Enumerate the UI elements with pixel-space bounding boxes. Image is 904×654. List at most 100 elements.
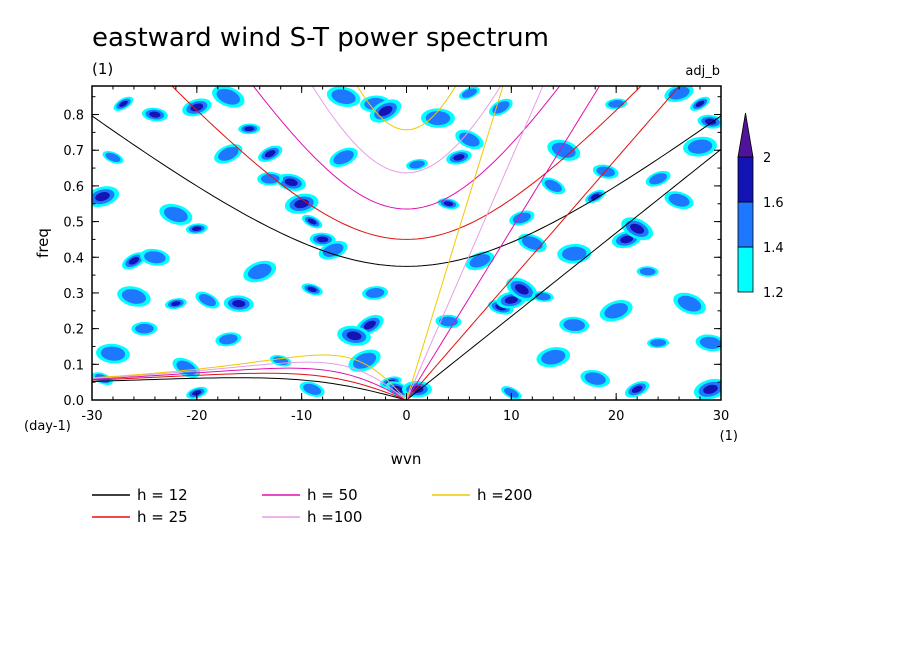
contour-blob [214,144,243,164]
contour-level-3 [363,320,376,330]
contour-level-2 [699,336,721,349]
contour-blob [690,96,710,111]
contour-level-2 [668,193,690,207]
x-tick-label: -20 [186,409,207,424]
contour-level-3 [378,105,393,117]
contour-level-2 [492,101,510,114]
contour-level-3 [695,100,705,107]
contour-level-3 [316,236,329,243]
contour-level-3 [232,300,246,308]
contour-level-2 [331,89,356,105]
gravity-curve [311,86,502,174]
contour-blob [673,292,706,315]
contour-blob [369,99,402,123]
x-tick-label: 10 [503,409,520,424]
rossby-curve [92,354,407,400]
colorbar-segment [737,246,754,293]
rossby-curve [92,367,407,400]
contour-blob [664,86,694,103]
contour-level-2 [216,88,240,105]
contour-level-2 [219,334,238,345]
legend-label: h = 50 [307,486,358,504]
contour-blob [647,337,670,349]
contour-level-2 [303,383,322,395]
contour-level-3 [190,103,204,112]
contour-level-2 [544,179,562,192]
gravity-curve [92,115,721,267]
contour-blob [195,291,220,309]
contour-blob [318,240,348,260]
contour-level-3 [192,226,202,232]
x-tick-label: 20 [608,409,625,424]
y-axis-label: freq [34,228,52,258]
contour-blob [348,349,381,372]
contour-blob [645,170,671,187]
contour-level-2 [352,352,377,369]
contour-level-2 [322,243,344,257]
contour-level-2 [639,267,656,276]
contour-blob [580,369,610,388]
rossby-curve [92,377,407,400]
contour-blob [113,96,134,111]
contour-level-2 [218,146,239,161]
kelvin-curve [406,86,504,400]
x-tick-label: -30 [81,409,102,424]
contour-level-3 [630,223,645,234]
gravity-curve [252,86,561,210]
contour-blob [683,136,717,157]
contour-blob [96,343,130,364]
contour-blob [636,266,659,277]
x-tick-label: 30 [713,409,730,424]
x-tick-label: 0 [402,409,410,424]
contour-level-2 [121,289,146,304]
contour-level-2 [409,160,425,169]
kelvin-curve [406,148,721,400]
contour-blob [337,325,371,346]
contour-blob [131,321,158,336]
contour-blob [541,177,566,195]
contour-level-3 [128,257,140,265]
y-tick-label: 0.6 [63,180,84,195]
contour-blob [695,334,721,352]
y-tick-label: 0.5 [63,216,84,231]
colorbar-segment [737,156,754,203]
contour-level-2 [100,346,126,361]
colorbar-label: 1.4 [763,241,784,256]
contour-level-3 [149,111,161,118]
contour-blob [329,147,358,168]
contour-level-3 [703,384,718,394]
contour-blob [223,295,254,312]
contour-level-3 [119,100,128,107]
contour-level-3 [307,286,317,293]
contour-level-3 [590,193,600,200]
y-tick-label: 0.3 [63,287,84,302]
y-tick-label: 0.7 [63,144,84,159]
y-tick-label: 0.2 [63,323,84,338]
contour-level-3 [620,235,634,244]
contour-level-2 [425,111,451,126]
plot-frame [91,85,722,401]
contour-level-2 [260,173,280,184]
colorbar-label: 1.2 [763,286,784,301]
contour-blob [693,378,721,400]
contour-blob [557,243,592,264]
contour-blob [301,214,323,229]
contour-blob [501,386,522,400]
contour-blob [559,316,590,334]
legend: h = 12 h = 25 h = 50 h =100 h =200 [92,486,532,526]
gravity-curve [171,86,642,240]
colorbar-label: 1.6 [763,196,784,211]
contour-blob [301,283,323,296]
contour-blob [664,191,694,210]
contour-level-3 [264,150,276,158]
contour-level-3 [631,385,643,393]
contour-level-2 [584,372,606,385]
contour-level-2 [105,152,121,162]
contour-blob [102,150,124,164]
legend-label: h =100 [307,508,362,526]
contour-level-3 [307,218,317,225]
contour-blob [356,314,384,336]
contour-level-2 [677,295,702,312]
kelvin-curve [406,86,544,400]
contour-blob [496,291,527,309]
